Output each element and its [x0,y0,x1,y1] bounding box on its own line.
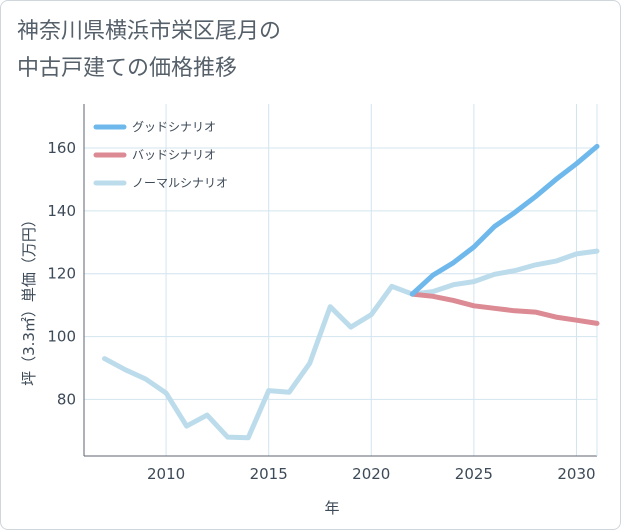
chart-tick-labels: 2010 2015 2020 2025 2030 80 100 120 140 160 [47,139,595,483]
legend-label-good-scenario: グッドシナリオ [132,120,216,134]
y-axis-label: 坪（3.3㎡）単価（万円） [20,212,38,386]
x-tick-label-2020: 2020 [352,465,390,483]
chart-title-line-2: 中古戸建ての価格推移 [17,56,238,81]
good-scenario-line [409,143,600,297]
y-tick-label-160: 160 [47,139,76,157]
x-tick-label-2010: 2010 [147,465,185,483]
bad-scenario-line [409,291,600,326]
x-tick-label-2030: 2030 [557,465,595,483]
y-tick-label-80: 80 [57,390,76,408]
chart-title: 神奈川県横浜市栄区尾月の 中古戸建ての価格推移 [17,13,281,87]
chart-title-line-1: 神奈川県横浜市栄区尾月の [17,19,282,44]
chart-series-lines [102,143,600,441]
y-tick-label-120: 120 [47,265,76,283]
y-tick-label-100: 100 [47,328,76,346]
chart-axes [83,104,598,457]
x-tick-label-2015: 2015 [250,465,288,483]
legend-label-bad-scenario: バッドシナリオ [132,148,216,162]
legend-label-normal-scenario: ノーマルシナリオ [132,176,228,190]
x-tick-label-2025: 2025 [455,465,493,483]
normal-scenario-line [102,248,600,441]
x-axis-label: 年 [324,499,339,517]
y-tick-label-140: 140 [47,202,76,220]
